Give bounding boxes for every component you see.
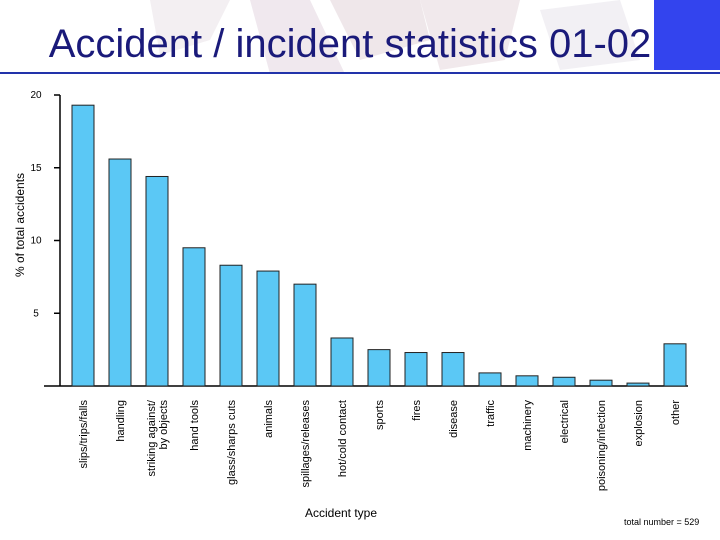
x-category-label-line: traffic <box>485 400 497 427</box>
bar <box>330 337 354 387</box>
x-category-label-line: animals <box>263 400 275 438</box>
x-category-label-line: poisoning/infection <box>596 400 608 491</box>
x-category-label: fires <box>411 400 423 421</box>
x-category-label-line: explosion <box>633 400 645 446</box>
x-category-label: disease <box>448 400 460 438</box>
x-category-label-line: other <box>670 400 682 425</box>
x-category-label-line: slips/trips/falls <box>78 400 90 469</box>
x-category-label: spillages/releases <box>300 400 312 488</box>
bar <box>108 158 132 387</box>
bar <box>515 375 539 387</box>
x-category-label: electrical <box>559 400 571 443</box>
x-category-label: animals <box>263 400 275 438</box>
y-axis-label: % of total accidents <box>13 173 27 277</box>
x-category-label-line: hand tools <box>189 400 201 451</box>
bar <box>219 264 243 387</box>
bar <box>145 175 169 387</box>
x-category-label-line: hot/cold contact <box>337 400 349 477</box>
page-title: Accident / incident statistics 01-02 <box>48 22 652 66</box>
accent-square <box>654 0 720 70</box>
y-tick-label: 20 <box>30 90 42 101</box>
x-category-label: handling <box>115 400 127 442</box>
x-category-label-line: striking against/ <box>146 399 158 476</box>
bar <box>71 104 95 387</box>
x-category-label: traffic <box>485 400 497 427</box>
bar <box>256 270 280 387</box>
x-category-label-line: electrical <box>559 400 571 443</box>
y-tick-label: 15 <box>30 163 42 174</box>
bar <box>626 382 650 387</box>
x-category-label-line: spillages/releases <box>300 400 312 488</box>
title-banner: Accident / incident statistics 01-02 <box>0 0 720 74</box>
bar <box>367 349 391 387</box>
banner-background-graphic <box>0 0 720 74</box>
x-category-label: explosion <box>633 400 645 446</box>
x-category-label-line: machinery <box>522 400 534 451</box>
bar-chart: 5 10 15 20 % of total accidents slips/trips/f… <box>13 90 688 520</box>
x-category-label: poisoning/infection <box>596 400 608 491</box>
x-category-label: hot/cold contact <box>337 400 349 477</box>
x-category-label: other <box>670 400 682 425</box>
bar <box>589 379 613 387</box>
x-category-label-line: disease <box>448 400 460 438</box>
bar <box>478 372 502 387</box>
x-category-label: sports <box>374 400 386 430</box>
bar <box>441 352 465 387</box>
title-underline <box>0 72 720 74</box>
bar <box>404 352 428 387</box>
x-category-label-line: handling <box>115 400 127 442</box>
bar <box>182 247 206 387</box>
x-category-label-line: fires <box>411 400 423 421</box>
y-tick-label: 5 <box>33 308 39 319</box>
bar <box>663 343 687 387</box>
x-category-label: machinery <box>522 400 534 451</box>
x-category-label: hand tools <box>189 400 201 451</box>
x-category-label: glass/sharps cuts <box>226 400 238 485</box>
x-category-label: slips/trips/falls <box>78 400 90 469</box>
total-number-note: total number = 529 <box>624 517 700 527</box>
bar <box>552 376 576 387</box>
y-tick-label: 10 <box>30 236 42 247</box>
bar <box>293 283 317 387</box>
x-category-label-line: sports <box>374 400 386 430</box>
x-axis-label: Accident type <box>305 506 377 520</box>
x-category-label: striking against/by objects <box>146 399 170 476</box>
x-category-label-line: by objects <box>158 400 170 450</box>
x-category-label-line: glass/sharps cuts <box>226 400 238 485</box>
